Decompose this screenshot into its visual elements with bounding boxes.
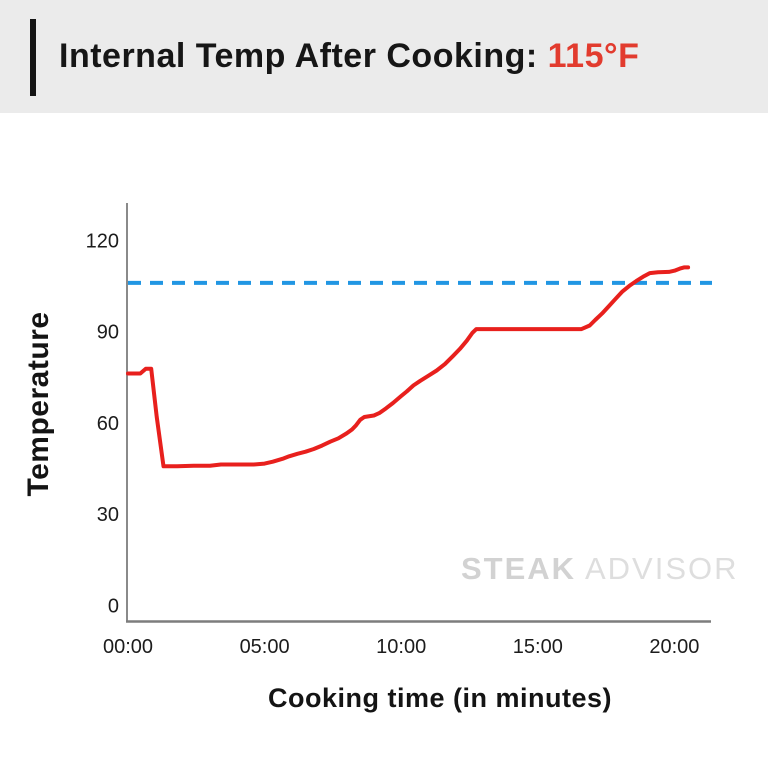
page-title: Internal Temp After Cooking: 115°F [59, 0, 639, 113]
x-axis-tick-labels: 00:00 05:00 10:00 15:00 20:00 [103, 636, 699, 658]
title-accent-bar [30, 19, 36, 96]
temperature-series-line [126, 265, 691, 469]
y-tick-label: 30 [97, 504, 119, 526]
y-tick-label: 0 [108, 595, 119, 617]
y-tick-label: 60 [97, 413, 119, 435]
x-tick-label: 10:00 [376, 636, 426, 658]
page-title-text: Internal Temp After Cooking: [59, 37, 548, 75]
watermark-bold: STEAK [461, 551, 576, 586]
y-tick-label: 120 [86, 230, 119, 252]
x-tick-label: 20:00 [649, 636, 699, 658]
watermark-light: ADVISOR [576, 551, 738, 586]
x-tick-label: 05:00 [240, 636, 290, 658]
header: Internal Temp After Cooking: 115°F [0, 0, 768, 113]
x-tick-label: 15:00 [513, 636, 563, 658]
y-tick-label: 90 [97, 322, 119, 344]
y-axis-tick-labels: 0 30 60 90 120 [86, 230, 119, 617]
temperature-chart: 0 30 60 90 120 00:00 05:00 10:00 15:00 20:00 Tem… [22, 203, 739, 713]
x-tick-label: 00:00 [103, 636, 153, 658]
chart-area: 0 30 60 90 120 00:00 05:00 10:00 15:00 20:00 Tem… [0, 113, 768, 772]
x-axis-title: Cooking time (in minutes) [268, 683, 612, 713]
title-temp-value: 115°F [547, 37, 640, 75]
y-axis-title: Temperature [22, 311, 55, 496]
watermark: STEAK ADVISOR [461, 551, 739, 586]
